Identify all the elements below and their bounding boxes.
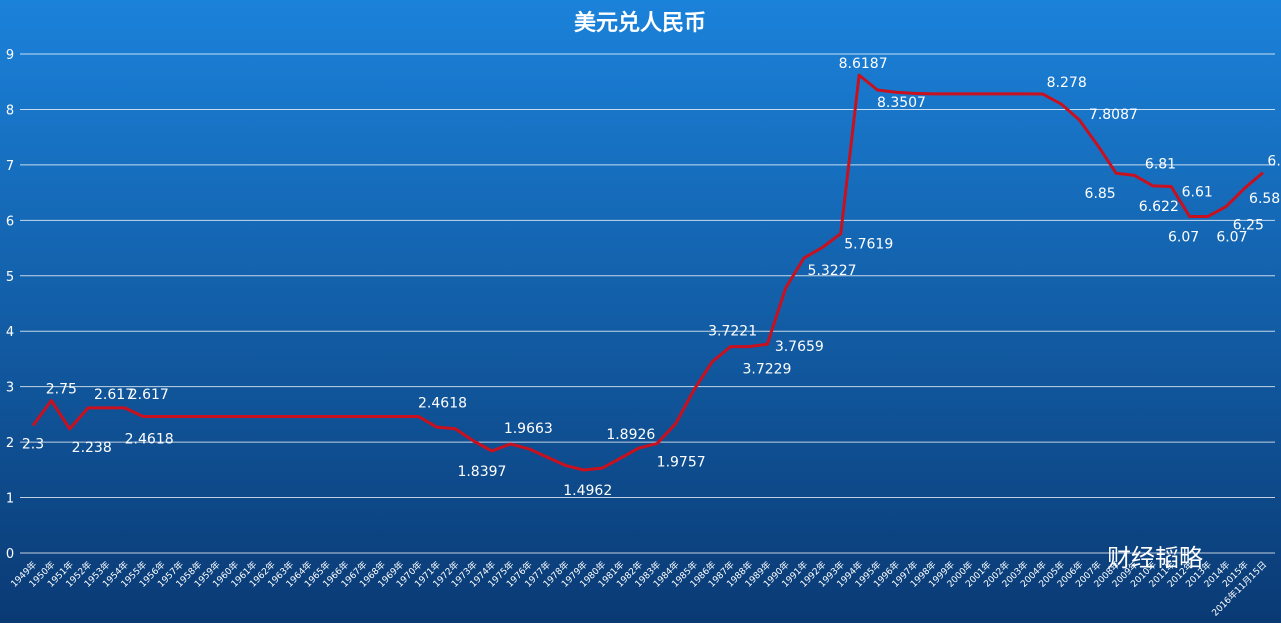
data-label: 7.8087 bbox=[1089, 107, 1138, 123]
y-tick-label: 1 bbox=[6, 492, 14, 507]
y-tick-label: 3 bbox=[6, 381, 14, 396]
data-label: 6.86 bbox=[1267, 154, 1281, 170]
data-label: 5.7619 bbox=[844, 237, 893, 253]
data-label: 8.3507 bbox=[877, 95, 926, 111]
y-tick-label: 4 bbox=[6, 325, 14, 340]
data-label: 2.3 bbox=[22, 436, 44, 452]
watermark: 财经韬略 bbox=[1107, 544, 1203, 572]
data-label: 2.75 bbox=[46, 382, 77, 398]
data-label: 6.07 bbox=[1216, 229, 1247, 245]
data-label: 3.7221 bbox=[708, 324, 757, 340]
data-label: 2.4618 bbox=[125, 432, 174, 448]
y-tick-label: 0 bbox=[6, 547, 14, 562]
y-tick-label: 8 bbox=[6, 103, 14, 118]
data-label: 1.9663 bbox=[504, 421, 553, 437]
data-label: 1.4962 bbox=[563, 483, 612, 499]
y-tick-label: 2 bbox=[6, 436, 14, 451]
data-label: 3.7659 bbox=[775, 339, 824, 355]
data-label: 6.61 bbox=[1182, 185, 1213, 201]
data-label: 8.278 bbox=[1047, 75, 1087, 91]
data-label: 1.8926 bbox=[606, 427, 655, 443]
data-label: 6.58 bbox=[1249, 191, 1280, 207]
data-label: 6.85 bbox=[1085, 186, 1116, 202]
data-label: 6.25 bbox=[1233, 217, 1264, 233]
data-label: 1.8397 bbox=[457, 464, 506, 480]
data-label: 2.4618 bbox=[418, 396, 467, 412]
data-label: 2.617 bbox=[129, 387, 169, 403]
data-label: 3.7229 bbox=[742, 362, 791, 378]
y-tick-label: 9 bbox=[6, 48, 14, 63]
data-label: 2.617 bbox=[94, 387, 134, 403]
data-label: 6.07 bbox=[1168, 229, 1199, 245]
data-label: 8.6187 bbox=[839, 56, 888, 72]
line bbox=[31, 73, 1264, 472]
data-label: 6.622 bbox=[1139, 199, 1179, 215]
y-tick-label: 7 bbox=[6, 159, 14, 174]
chart-title: 美元兑人民币 bbox=[574, 10, 706, 36]
y-tick-label: 5 bbox=[6, 270, 14, 285]
y-tick-label: 6 bbox=[6, 214, 14, 229]
data-label: 1.9757 bbox=[657, 454, 706, 470]
data-label: 5.3227 bbox=[808, 263, 857, 279]
data-label: 6.81 bbox=[1145, 156, 1176, 172]
data-label: 2.238 bbox=[72, 440, 112, 456]
